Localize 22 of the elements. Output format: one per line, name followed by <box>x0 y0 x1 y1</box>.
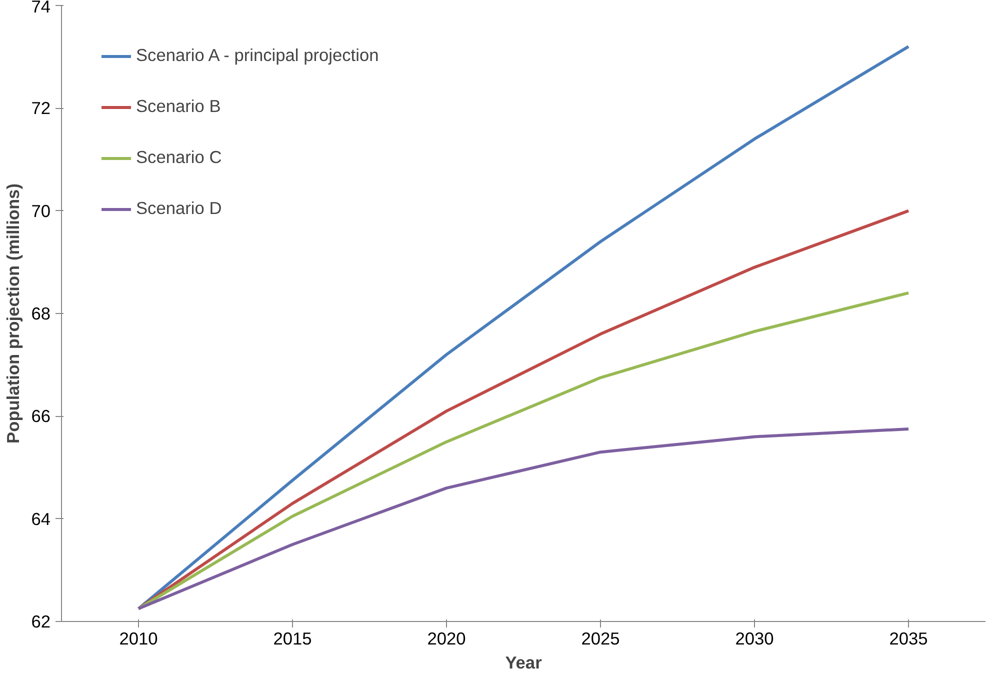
legend-label: Scenario D <box>136 198 222 219</box>
y-tick-label: 64 <box>31 508 51 529</box>
y-tick-label: 70 <box>31 200 51 221</box>
legend-label: Scenario C <box>136 147 222 168</box>
x-tick-label: 2030 <box>735 628 774 648</box>
x-axis-title: Year <box>505 652 542 672</box>
x-tick-label: 2035 <box>889 628 928 648</box>
legend-label: Scenario A - principal projection <box>136 45 379 66</box>
legend-label: Scenario B <box>136 96 221 117</box>
x-tick-label: 2010 <box>119 628 158 648</box>
y-tick-label: 62 <box>31 612 51 632</box>
y-tick-label: 68 <box>31 304 51 324</box>
line-series <box>137 291 910 610</box>
y-axis-title: Population projection (millions) <box>3 184 24 444</box>
x-tick-label: 2015 <box>273 628 312 648</box>
line-series <box>137 428 910 610</box>
x-tick-label: 2020 <box>427 628 466 648</box>
line-series <box>137 45 910 610</box>
y-tick-label: 72 <box>31 98 51 118</box>
y-tick-label: 66 <box>31 406 51 426</box>
y-tick-label: 74 <box>31 0 51 16</box>
x-tick-label: 2025 <box>581 628 620 648</box>
